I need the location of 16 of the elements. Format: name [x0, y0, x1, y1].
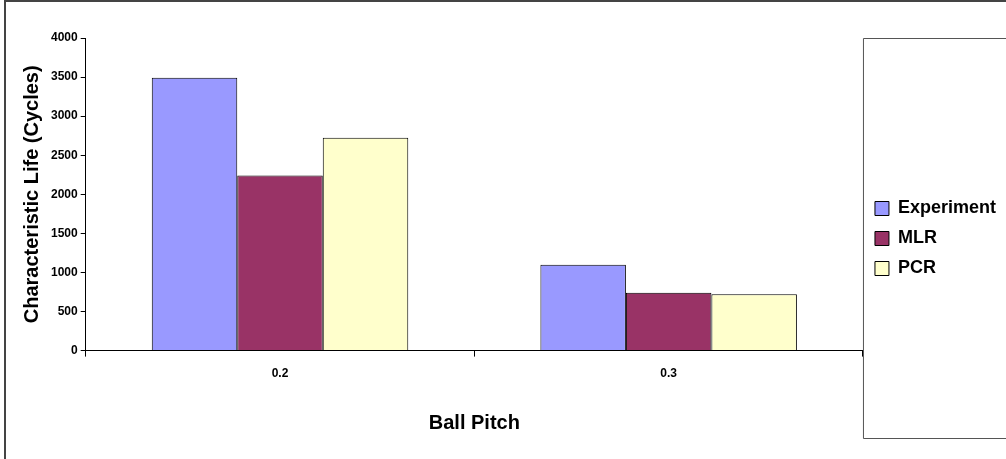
- y-tick-label: 3000: [50, 108, 79, 123]
- y-tick-label: 1500: [50, 225, 79, 240]
- y-tick-label: 500: [57, 303, 79, 318]
- y-tick-label: 4000: [50, 30, 79, 45]
- y-axis-title: Characteristic Life (Cycles): [19, 65, 42, 324]
- y-tick-label: 3500: [50, 69, 79, 84]
- y-tick-label: 2500: [50, 147, 79, 162]
- legend-label: Experiment: [897, 197, 997, 218]
- legend-label: PCR: [897, 257, 936, 278]
- x-tick-label: 0.3: [660, 366, 678, 381]
- x-axis-title: Ball Pitch: [428, 410, 520, 433]
- x-tick-label: 0.2: [271, 366, 289, 381]
- y-tick-label: 1000: [50, 264, 79, 279]
- y-tick-label: 0: [71, 342, 79, 357]
- legend-label: MLR: [897, 227, 937, 248]
- y-tick-label: 2000: [50, 186, 79, 201]
